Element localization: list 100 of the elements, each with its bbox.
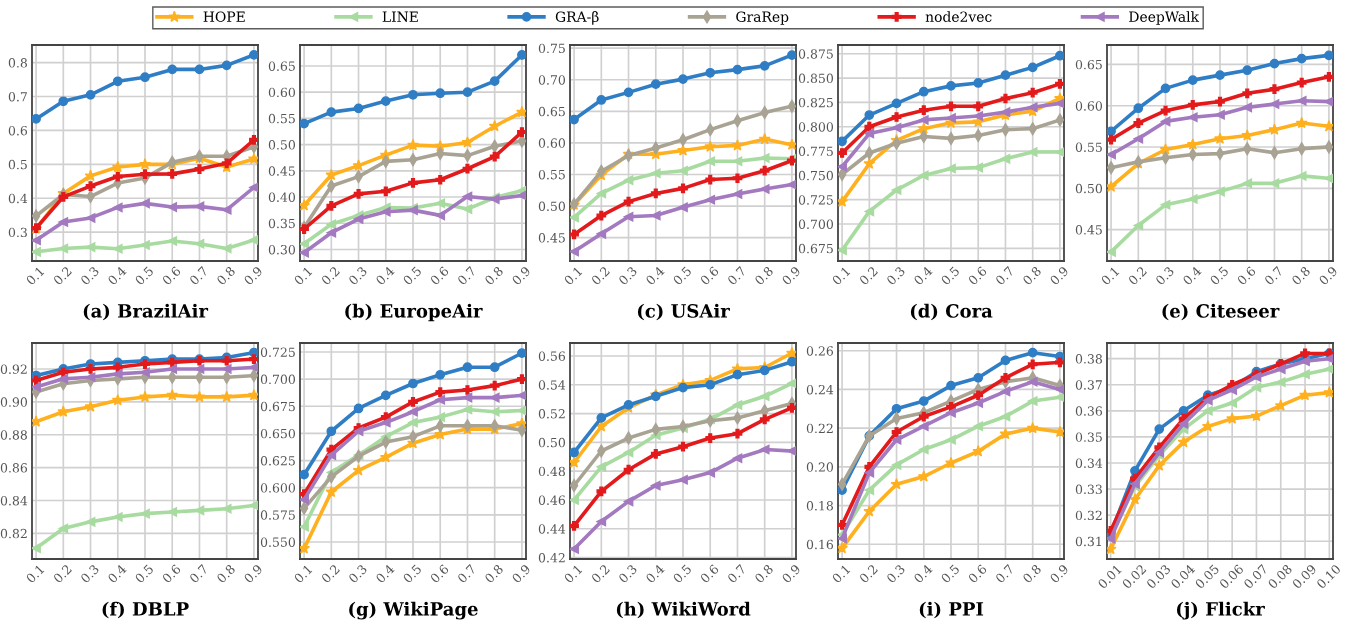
x-tick-label: 0.7 bbox=[188, 265, 209, 286]
y-tick-label: 0.46 bbox=[538, 495, 566, 505]
y-tick-label: 0.3 bbox=[8, 227, 27, 238]
x-tick-label: 0.6 bbox=[429, 563, 450, 584]
x-tick-label: 0.5 bbox=[134, 564, 154, 584]
y-tick-label: 0.625 bbox=[260, 456, 295, 466]
y-tick-label: 0.36 bbox=[1075, 406, 1103, 416]
x-tick-label: 0.5 bbox=[402, 564, 422, 584]
y-tick-label: 0.6 bbox=[8, 125, 28, 136]
x-tick-label: 0.8 bbox=[1022, 563, 1042, 584]
x-tick-label: 0.1 bbox=[293, 266, 313, 286]
y-tick-label: 0.92 bbox=[0, 364, 27, 374]
y-tick-label: 0.42 bbox=[538, 553, 565, 563]
y-tick-label: 0.65 bbox=[538, 106, 565, 117]
x-tick-label: 0.4 bbox=[913, 563, 933, 584]
x-tick-label: 0.8 bbox=[1022, 265, 1042, 286]
x-tick-label: 0.9 bbox=[511, 563, 531, 584]
y-tick-label: 0.35 bbox=[268, 218, 295, 229]
x-tick-label: 0.7 bbox=[456, 563, 477, 584]
text: (g) WikiPage bbox=[349, 601, 478, 620]
x-tick-label: 0.8 bbox=[754, 563, 774, 584]
x-tick-label: 0.1 bbox=[25, 266, 45, 286]
y-tick-label: 0.35 bbox=[1075, 432, 1102, 442]
y-tick-label: 0.45 bbox=[538, 233, 565, 243]
x-tick-label: 0.6 bbox=[699, 563, 720, 584]
x-tick-label: 0.7 bbox=[726, 563, 747, 584]
y-tick-label: 0.37 bbox=[1075, 380, 1102, 390]
y-tick-label: 0.750 bbox=[798, 170, 833, 181]
y-tick-label: 0.850 bbox=[798, 73, 833, 84]
y-tick-label: 0.90 bbox=[0, 397, 27, 407]
x-tick-label: 0.4 bbox=[375, 265, 395, 286]
y-tick-label: 0.50 bbox=[1075, 183, 1102, 194]
y-tick-label: 0.825 bbox=[798, 97, 833, 108]
y-tick-label: 0.45 bbox=[1075, 225, 1102, 235]
x-tick-label: 0.9 bbox=[781, 563, 801, 584]
y-tick-label: 0.8 bbox=[8, 58, 27, 68]
x-tick-label: 0.6 bbox=[161, 563, 182, 584]
x-tick-label: 0.3 bbox=[79, 563, 100, 584]
x-tick-label: 0.8 bbox=[754, 265, 774, 286]
y-tick-label: 0.32 bbox=[1075, 510, 1102, 521]
text: (e) Citeseer bbox=[1162, 303, 1280, 321]
y-tick-label: 0.60 bbox=[1075, 101, 1102, 111]
text: (i) PPI bbox=[919, 601, 984, 619]
y-tick-label: 0.56 bbox=[538, 351, 566, 361]
x-tick-label: 0.9 bbox=[243, 563, 263, 584]
y-tick-label: 0.775 bbox=[798, 146, 833, 156]
y-tick-label: 0.26 bbox=[806, 346, 834, 356]
y-tick-label: 0.44 bbox=[538, 524, 566, 534]
x-tick-label: 0.1 bbox=[1100, 266, 1120, 286]
y-tick-label: 0.24 bbox=[806, 384, 834, 395]
y-tick-label: 0.800 bbox=[798, 122, 833, 132]
x-tick-label: 0.5 bbox=[672, 564, 692, 584]
x-tick-label: 0.8 bbox=[484, 563, 504, 584]
y-tick-label: 0.82 bbox=[0, 528, 27, 539]
x-tick-label: 0.2 bbox=[320, 564, 341, 584]
y-tick-label: 0.52 bbox=[538, 409, 565, 419]
x-tick-label: 0.1 bbox=[831, 266, 851, 286]
y-tick-label: 0.86 bbox=[0, 463, 28, 473]
x-tick-label: 0.2 bbox=[858, 564, 879, 584]
x-tick-label: 0.8 bbox=[1291, 265, 1311, 286]
x-tick-label: 0.3 bbox=[347, 563, 368, 584]
x-tick-label: 0.6 bbox=[967, 563, 988, 584]
y-tick-label: 0.20 bbox=[806, 462, 833, 472]
x-tick-label: 0.9 bbox=[1049, 265, 1069, 286]
legend-label: LINE bbox=[382, 11, 418, 22]
x-tick-label: 0.9 bbox=[1318, 265, 1338, 286]
y-tick-label: 0.75 bbox=[538, 43, 565, 54]
text: (b) EuropeAir bbox=[345, 303, 483, 322]
y-tick-label: 0.725 bbox=[260, 347, 295, 357]
x-tick-label: 0.3 bbox=[885, 265, 906, 286]
x-tick-label: 0.6 bbox=[161, 265, 182, 286]
x-tick-label: 0.9 bbox=[511, 265, 531, 286]
y-tick-label: 0.65 bbox=[1075, 59, 1102, 70]
x-tick-label: 0.7 bbox=[994, 563, 1015, 584]
y-tick-label: 0.50 bbox=[538, 201, 565, 211]
x-tick-label: 0.8 bbox=[484, 265, 504, 286]
x-tick-label: 0.2 bbox=[590, 266, 611, 286]
x-tick-label: 0.3 bbox=[79, 265, 100, 286]
y-tick-label: 0.84 bbox=[0, 495, 28, 506]
x-tick-label: 0.4 bbox=[645, 563, 665, 584]
y-tick-label: 0.675 bbox=[798, 243, 833, 254]
y-tick-label: 0.7 bbox=[8, 92, 27, 102]
text: (a) BrazilAir bbox=[83, 303, 209, 321]
x-tick-label: 0.3 bbox=[617, 563, 638, 584]
y-tick-label: 0.60 bbox=[538, 138, 565, 148]
y-tick-label: 0.38 bbox=[1075, 354, 1102, 364]
y-tick-label: 0.33 bbox=[1075, 484, 1102, 495]
x-tick-label: 0.1 bbox=[563, 266, 583, 286]
x-tick-label: 0.5 bbox=[1209, 266, 1229, 286]
x-tick-label: 0.2 bbox=[1127, 266, 1148, 286]
y-tick-label: 0.700 bbox=[798, 219, 833, 229]
y-tick-label: 0.88 bbox=[0, 430, 27, 440]
x-tick-label: 0.4 bbox=[107, 265, 127, 286]
x-tick-label: 0.3 bbox=[617, 265, 638, 286]
x-tick-label: 0.9 bbox=[1049, 563, 1069, 584]
x-tick-label: 0.7 bbox=[1263, 265, 1284, 286]
y-tick-label: 0.600 bbox=[260, 483, 295, 493]
y-tick-label: 0.55 bbox=[268, 113, 295, 124]
y-tick-label: 0.875 bbox=[798, 49, 833, 59]
y-tick-label: 0.50 bbox=[538, 437, 565, 448]
